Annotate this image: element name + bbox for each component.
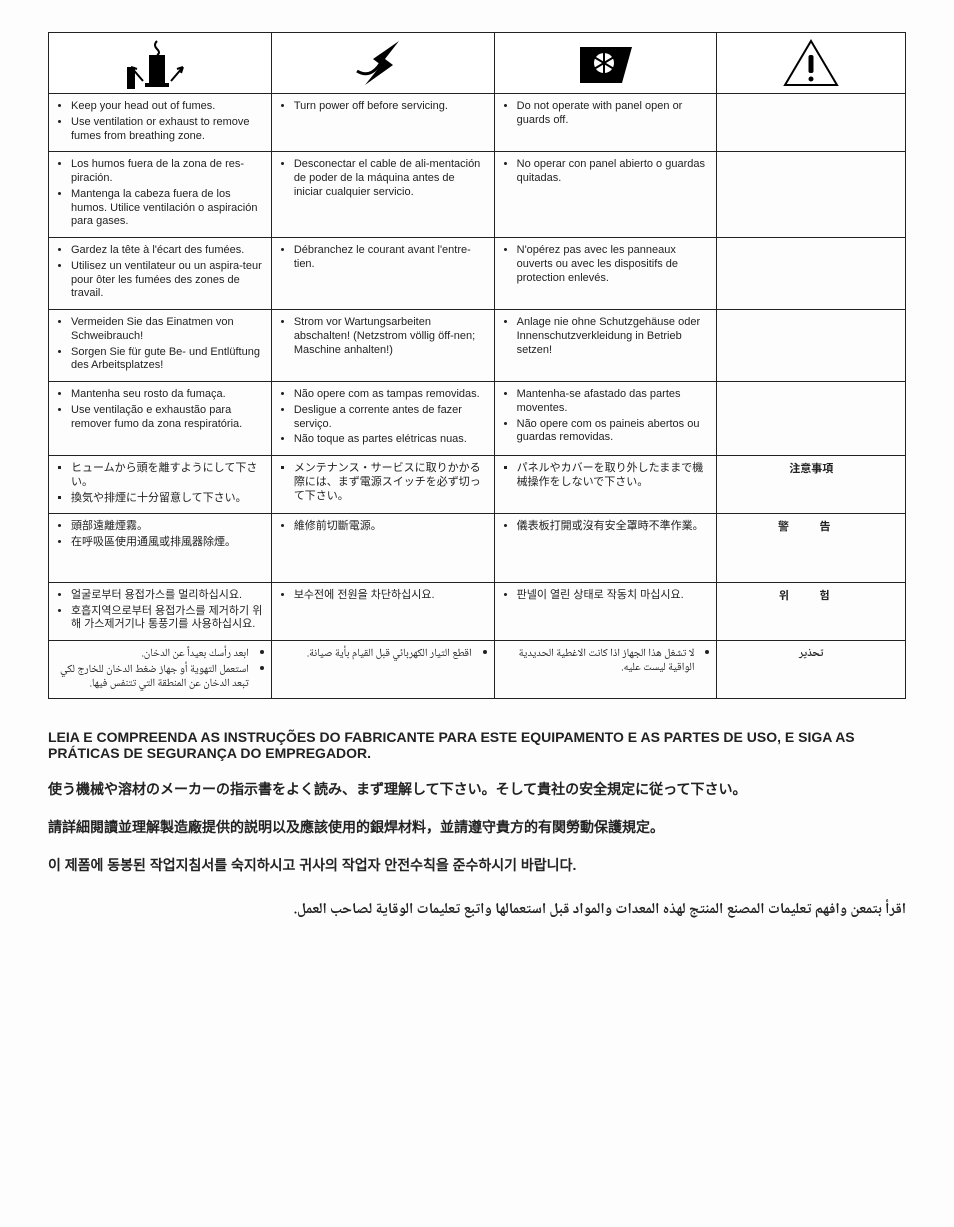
warning-label-zh: 警 告	[717, 514, 906, 583]
row-ko: 얼굴로부터 용접가스를 멀리하십시요. 호흡지역으로부터 용접가스를 제거하기 …	[49, 582, 906, 640]
cell-text: Turn power off before servicing.	[294, 100, 486, 114]
cell-text: Los humos fuera de la zona de res-piraci…	[71, 158, 263, 186]
cell-text: No operar con panel abierto o guardas qu…	[517, 158, 709, 186]
cell-text: Anlage nie ohne Schutzgehäuse oder Innen…	[517, 316, 709, 357]
cell-text: 維修前切斷電源。	[294, 520, 486, 534]
power-off-icon	[271, 33, 494, 94]
cell-text: ابعد رأسك بعيداً عن الدخان.	[57, 647, 249, 661]
cell-text: メンテナンス・サービスに取りかかる際には、まず電源スイッチを必ず切って下さい。	[294, 462, 486, 503]
cell-text: Strom vor Wartungsarbeiten abschalten! (…	[294, 316, 486, 357]
footer-ja: 使う機械や溶材のメーカーの指示書をよく読み、まず理解して下さい。そして貴社の安全…	[48, 779, 906, 799]
guards-icon	[494, 33, 717, 94]
row-ar: ابعد رأسك بعيداً عن الدخان. استعمل التهو…	[49, 641, 906, 699]
row-ja: ヒュームから頭を離すようにして下さい。 換気や排煙に十分留意して下さい。 メンテ…	[49, 456, 906, 514]
cell-text: パネルやカバーを取り外したままで機械操作をしないで下さい。	[517, 462, 709, 490]
row-de: Vermeiden Sie das Einatmen von Schweibra…	[49, 310, 906, 382]
cell-text: Desligue a corrente antes de fazer servi…	[294, 404, 486, 432]
cell-text: Vermeiden Sie das Einatmen von Schweibra…	[71, 316, 263, 344]
safety-table: Keep your head out of fumes. Use ventila…	[48, 32, 906, 699]
warning-icon	[717, 33, 906, 94]
footer-zh: 請詳細閱讀並理解製造廠提供的説明以及應該使用的銀焊材料，並請遵守貴方的有関勞動保…	[48, 817, 906, 837]
cell-text: Gardez la tête à l'écart des fumées.	[71, 244, 263, 258]
cell-text: Sorgen Sie für gute Be- und Entlüftung d…	[71, 346, 263, 374]
cell-text: Não toque as partes elétricas nuas.	[294, 433, 486, 447]
safety-sheet: Keep your head out of fumes. Use ventila…	[48, 32, 906, 923]
cell-text: Keep your head out of fumes.	[71, 100, 263, 114]
cell-text: Mantenha-se afastado das partes moventes…	[517, 388, 709, 416]
row-pt: Mantenha seu rosto da fumaça. Use ventil…	[49, 382, 906, 456]
cell-text: Do not operate with panel open or guards…	[517, 100, 709, 128]
cell-text: ヒュームから頭を離すようにして下さい。	[71, 462, 263, 490]
cell-text: Não opere com as tampas removidas.	[294, 388, 486, 402]
cell-text: Use ventilação e exhaustão para remover …	[71, 404, 263, 432]
footer-ar: اقرأ بتمعن وافهم تعليمات المصنع المنتج ل…	[48, 897, 906, 923]
cell-text: 換気や排煙に十分留意して下さい。	[71, 492, 263, 506]
warning-label-ar: تحذير	[717, 641, 906, 699]
cell-text: Mantenga la cabeza fuera de los humos. U…	[71, 188, 263, 229]
cell-text: 판넬이 열린 상태로 작동치 마십시요.	[517, 589, 709, 603]
cell-text: Não opere com os paineis abertos ou guar…	[517, 418, 709, 446]
cell-text: 在呼吸區使用通風或排風器除煙。	[71, 536, 263, 550]
cell-text: 보수전에 전원을 차단하십시요.	[294, 589, 486, 603]
footer-pt: LEIA E COMPREENDA AS INSTRUÇÕES DO FABRI…	[48, 729, 906, 761]
cell-text: Mantenha seu rosto da fumaça.	[71, 388, 263, 402]
row-en: Keep your head out of fumes. Use ventila…	[49, 94, 906, 152]
cell-text: استعمل التهوية أو جهاز ضغط الدخان للخارج…	[57, 663, 249, 691]
cell-text: 얼굴로부터 용접가스를 멀리하십시요.	[71, 589, 263, 603]
fumes-icon	[49, 33, 272, 94]
warning-label-ko: 위 험	[717, 582, 906, 640]
row-fr: Gardez la tête à l'écart des fumées. Uti…	[49, 238, 906, 310]
cell-text: 儀表板打開或沒有安全罩時不準作業。	[517, 520, 709, 534]
cell-text: Utilisez un ventilateur ou un aspira-teu…	[71, 260, 263, 301]
cell-text: 頭部遠離煙霧。	[71, 520, 263, 534]
footer-ko: 이 제폼에 동봉된 작업지침서를 숙지하시고 귀사의 작업자 안전수칙을 준수하…	[48, 855, 906, 875]
cell-text: 호흡지역으로부터 용접가스를 제거하기 위해 가스제거기나 통풍기를 사용하십시…	[71, 605, 263, 633]
cell-text: لا تشغل هذا الجهاز اذا كانت الاغطية الحد…	[503, 647, 695, 675]
cell-text: N'opérez pas avec les panneaux ouverts o…	[517, 244, 709, 285]
row-zh: 頭部遠離煙霧。 在呼吸區使用通風或排風器除煙。 維修前切斷電源。 儀表板打開或沒…	[49, 514, 906, 583]
cell-text: Desconectar el cable de ali-mentación de…	[294, 158, 486, 199]
cell-text: Use ventilation or exhaust to remove fum…	[71, 116, 263, 144]
cell-text: اقطع التيار الكهربائي قبل القيام بأية صي…	[280, 647, 472, 661]
warning-label-ja: 注意事項	[717, 456, 906, 514]
row-es: Los humos fuera de la zona de res-piraci…	[49, 152, 906, 238]
cell-text: Débranchez le courant avant l'entre-tien…	[294, 244, 486, 272]
